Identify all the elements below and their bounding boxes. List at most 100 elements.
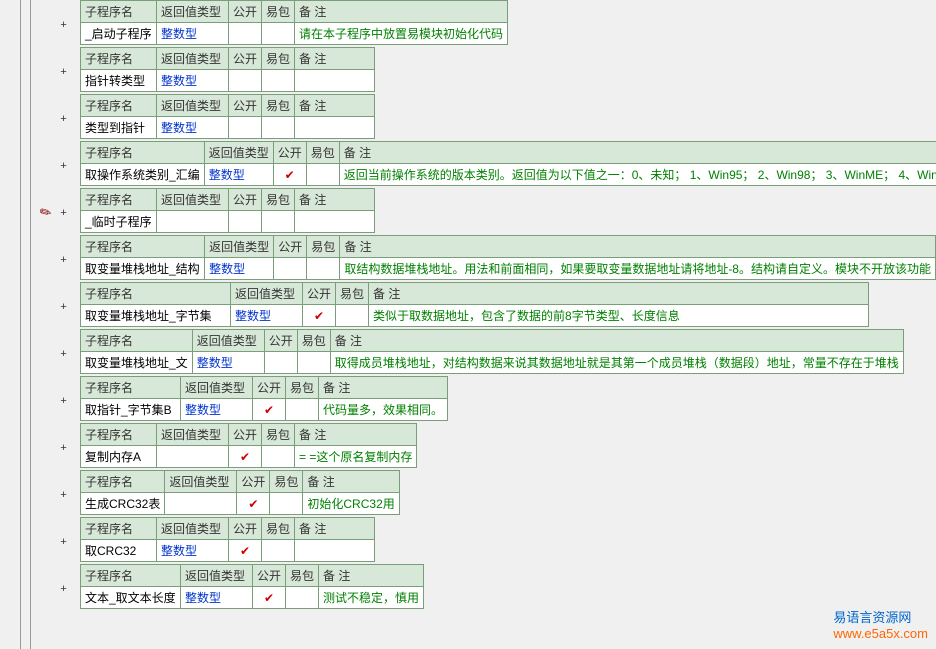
cell-return[interactable]: 整数型 <box>157 117 229 139</box>
type-link[interactable]: 整数型 <box>209 168 245 182</box>
cell-return[interactable]: 整数型 <box>157 23 229 45</box>
cell-package[interactable] <box>262 70 295 92</box>
cell-name[interactable]: 复制内存A <box>81 446 157 468</box>
col-header-name: 子程序名 <box>81 471 165 493</box>
cell-return[interactable] <box>165 493 237 515</box>
expand-icon[interactable]: + <box>58 210 69 221</box>
cell-remark[interactable]: 请在本子程序中放置易模块初始化代码 <box>295 23 508 45</box>
subroutine-entry: +子程序名返回值类型公开易包备 注生成CRC32表✔初始化CRC32用 <box>80 470 936 515</box>
cell-name[interactable]: 取变量堆栈地址_字节集 <box>81 305 231 327</box>
cell-name[interactable]: 取变量堆栈地址_文 <box>81 352 193 374</box>
cell-name[interactable]: 取操作系统类别_汇编 <box>81 164 205 186</box>
cell-public[interactable]: ✔ <box>303 305 336 327</box>
expand-icon[interactable]: + <box>58 163 69 174</box>
cell-package[interactable] <box>262 446 295 468</box>
cell-remark[interactable]: 测试不稳定，慎用 <box>319 587 424 609</box>
cell-public[interactable]: ✔ <box>229 540 262 562</box>
expand-icon[interactable]: + <box>58 445 69 456</box>
cell-name[interactable]: 生成CRC32表 <box>81 493 165 515</box>
cell-public[interactable]: ✔ <box>253 399 286 421</box>
cell-name[interactable]: 指针转类型 <box>81 70 157 92</box>
cell-return[interactable] <box>157 211 229 233</box>
cell-package[interactable] <box>297 352 330 374</box>
expand-icon[interactable]: + <box>58 398 69 409</box>
cell-remark[interactable]: 取得成员堆栈地址，对结构数据来说其数据地址就是其第一个成员堆栈（数据段）地址，常… <box>330 352 903 374</box>
cell-remark[interactable] <box>295 540 375 562</box>
col-header-package: 易包 <box>262 518 295 540</box>
cell-name[interactable]: 取指针_字节集B <box>81 399 181 421</box>
expand-icon[interactable]: + <box>58 539 69 550</box>
cell-name[interactable]: 取CRC32 <box>81 540 157 562</box>
cell-name[interactable]: _启动子程序 <box>81 23 157 45</box>
cell-remark[interactable] <box>295 117 375 139</box>
cell-public[interactable]: ✔ <box>229 446 262 468</box>
expand-icon[interactable]: + <box>58 116 69 127</box>
cell-remark[interactable]: 初始化CRC32用 <box>303 493 399 515</box>
cell-return[interactable]: 整数型 <box>205 258 274 280</box>
cell-package[interactable] <box>262 23 295 45</box>
col-header-name: 子程序名 <box>81 189 157 211</box>
type-link[interactable]: 整数型 <box>185 591 221 605</box>
type-link[interactable]: 整数型 <box>161 121 197 135</box>
cell-package[interactable] <box>306 164 339 186</box>
cell-public[interactable] <box>229 117 262 139</box>
cell-package[interactable] <box>307 258 340 280</box>
cell-remark[interactable] <box>295 211 375 233</box>
cell-return[interactable]: 整数型 <box>157 70 229 92</box>
cell-public[interactable] <box>229 23 262 45</box>
col-header-return: 返回值类型 <box>157 1 229 23</box>
subroutine-entry: +子程序名返回值类型公开易包备 注复制内存A✔= =这个原名复制内存 <box>80 423 936 468</box>
type-link[interactable]: 整数型 <box>161 27 197 41</box>
expand-icon[interactable]: + <box>58 304 69 315</box>
col-header-package: 易包 <box>262 1 295 23</box>
type-link[interactable]: 整数型 <box>235 309 271 323</box>
subroutine-table: 子程序名返回值类型公开易包备 注取变量堆栈地址_字节集整数型✔类似于取数据地址，… <box>80 282 869 327</box>
cell-return[interactable]: 整数型 <box>231 305 303 327</box>
cell-public[interactable]: ✔ <box>237 493 270 515</box>
cell-name[interactable]: _临时子程序 <box>81 211 157 233</box>
cell-public[interactable]: ✔ <box>273 164 306 186</box>
expand-icon[interactable]: + <box>58 257 69 268</box>
cell-package[interactable] <box>262 117 295 139</box>
cell-package[interactable] <box>336 305 369 327</box>
type-link[interactable]: 整数型 <box>209 262 245 276</box>
cell-package[interactable] <box>262 211 295 233</box>
expand-icon[interactable]: + <box>58 586 69 597</box>
cell-package[interactable] <box>270 493 303 515</box>
watermark-url: www.e5a5x.com <box>833 626 928 641</box>
expand-icon[interactable]: + <box>58 69 69 80</box>
expand-icon[interactable]: + <box>58 351 69 362</box>
cell-name[interactable]: 类型到指针 <box>81 117 157 139</box>
cell-package[interactable] <box>286 587 319 609</box>
cell-package[interactable] <box>286 399 319 421</box>
expand-icon[interactable]: + <box>58 22 69 33</box>
cell-remark[interactable] <box>295 70 375 92</box>
type-link[interactable]: 整数型 <box>185 403 221 417</box>
col-header-return: 返回值类型 <box>204 142 273 164</box>
cell-remark[interactable]: 取结构数据堆栈地址。用法和前面相同，如果要取变量数据地址请将地址-8。结构请自定… <box>340 258 936 280</box>
cell-name[interactable]: 取变量堆栈地址_结构 <box>81 258 205 280</box>
cell-public[interactable] <box>229 211 262 233</box>
cell-name[interactable]: 文本_取文本长度 <box>81 587 181 609</box>
type-link[interactable]: 整数型 <box>161 544 197 558</box>
cell-remark[interactable]: 返回当前操作系统的版本类别。返回值为以下值之一：0、未知； 1、Win95； 2… <box>339 164 936 186</box>
cell-public[interactable] <box>229 70 262 92</box>
cell-return[interactable] <box>157 446 229 468</box>
cell-return[interactable]: 整数型 <box>181 587 253 609</box>
cell-package[interactable] <box>262 540 295 562</box>
cell-remark[interactable]: 类似于取数据地址，包含了数据的前8字节类型、长度信息 <box>369 305 869 327</box>
cell-remark[interactable]: = =这个原名复制内存 <box>295 446 417 468</box>
col-header-return: 返回值类型 <box>157 518 229 540</box>
cell-public[interactable] <box>274 258 307 280</box>
cell-return[interactable]: 整数型 <box>157 540 229 562</box>
cell-return[interactable]: 整数型 <box>192 352 264 374</box>
expand-icon[interactable]: + <box>58 492 69 503</box>
cell-public[interactable] <box>264 352 297 374</box>
cell-remark[interactable]: 代码量多，效果相同。 <box>319 399 448 421</box>
type-link[interactable]: 整数型 <box>197 356 233 370</box>
type-link[interactable]: 整数型 <box>161 74 197 88</box>
cell-return[interactable]: 整数型 <box>181 399 253 421</box>
cell-public[interactable]: ✔ <box>253 587 286 609</box>
cell-return[interactable]: 整数型 <box>204 164 273 186</box>
col-header-name: 子程序名 <box>81 283 231 305</box>
